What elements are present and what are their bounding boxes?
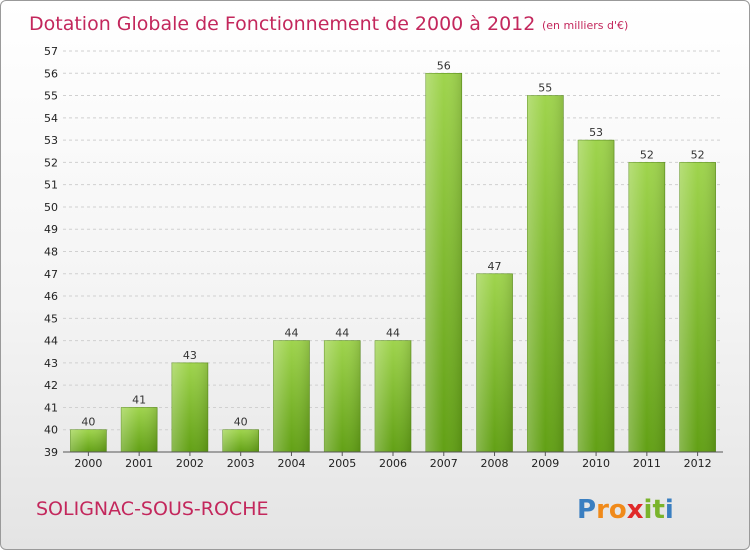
y-tick-label: 39 <box>44 446 58 459</box>
bar-value-label: 44 <box>335 327 349 340</box>
bar-shine <box>578 140 615 452</box>
x-tick-label: 2008 <box>481 457 509 470</box>
x-tick-label: 2012 <box>684 457 712 470</box>
bars: 40 41 43 40 44 44 44 56 47 55 53 52 52 <box>70 59 716 453</box>
bar-value-label: 43 <box>183 349 197 362</box>
proxiti-logo: Proxiti <box>577 495 674 525</box>
x-tick-label: 2005 <box>328 457 356 470</box>
y-tick-label: 57 <box>44 45 58 58</box>
logo-letter: r <box>596 495 609 525</box>
bar-shine <box>324 340 361 452</box>
x-tick-label: 2006 <box>379 457 407 470</box>
y-tick-label: 41 <box>44 401 58 414</box>
y-tick-label: 44 <box>44 335 58 348</box>
bar-shine <box>679 162 716 452</box>
x-tick-label: 2002 <box>176 457 204 470</box>
bar-value-label: 41 <box>132 393 146 406</box>
bar-value-label: 52 <box>640 148 654 161</box>
y-tick-label: 55 <box>44 90 58 103</box>
bar-shine <box>375 340 411 452</box>
bar-shine <box>476 273 513 452</box>
y-tick-label: 43 <box>44 357 58 370</box>
bar-value-label: 47 <box>488 260 502 273</box>
x-tick-label: 2003 <box>227 457 255 470</box>
bar-shine <box>628 162 665 452</box>
logo-letter: t <box>652 495 664 525</box>
y-tick-label: 53 <box>44 134 58 147</box>
bar-shine <box>527 95 564 453</box>
bar-shine <box>121 407 158 452</box>
bar-shine <box>273 340 310 452</box>
bar-value-label: 56 <box>437 59 451 72</box>
logo-letter: o <box>609 495 627 525</box>
y-tick-label: 52 <box>44 156 58 169</box>
chart-subtitle: (en milliers d'€) <box>542 19 628 32</box>
y-tick-label: 48 <box>44 246 58 259</box>
logo-letter: P <box>577 495 596 525</box>
y-tick-label: 45 <box>44 312 58 325</box>
x-tick-label: 2011 <box>633 457 661 470</box>
logo-letter: i <box>644 495 653 525</box>
y-tick-label: 51 <box>44 179 58 192</box>
bar-shine <box>70 429 107 452</box>
bar-shine <box>222 429 259 452</box>
y-tick-label: 54 <box>44 112 58 125</box>
y-tick-label: 47 <box>44 268 58 281</box>
logo-letter: x <box>627 495 644 525</box>
bar-shine <box>425 73 462 453</box>
x-tick-label: 2000 <box>74 457 102 470</box>
x-axis-ticks: 2000 2001 2002 2003 2004 2005 2006 2007 2008 2009… <box>74 452 712 470</box>
y-tick-label: 40 <box>44 424 58 437</box>
y-tick-label: 42 <box>44 379 58 392</box>
x-tick-label: 2004 <box>277 457 305 470</box>
y-tick-label: 46 <box>44 290 58 303</box>
y-tick-label: 50 <box>44 201 58 214</box>
y-tick-label: 49 <box>44 223 58 236</box>
bar-value-label: 40 <box>234 416 248 429</box>
x-tick-label: 2001 <box>125 457 153 470</box>
x-tick-label: 2009 <box>531 457 559 470</box>
y-tick-label: 56 <box>44 67 58 80</box>
bar-value-label: 55 <box>538 82 552 95</box>
bar-value-label: 52 <box>691 148 705 161</box>
bar-value-label: 53 <box>589 126 603 139</box>
y-axis-ticks: 39 40 41 42 43 44 45 46 47 48 49 50 51 52 53 54 55 56 57 <box>44 45 58 459</box>
bar-value-label: 44 <box>386 327 400 340</box>
logo-letter: i <box>665 495 674 525</box>
x-tick-label: 2010 <box>582 457 610 470</box>
bar-value-label: 44 <box>284 327 298 340</box>
chart-title: Dotation Globale de Fonctionnement de 20… <box>29 13 535 35</box>
bar-shine <box>171 362 208 452</box>
place-name: SOLIGNAC-SOUS-ROCHE <box>36 498 268 520</box>
x-tick-label: 2007 <box>430 457 458 470</box>
bar-value-label: 40 <box>81 416 95 429</box>
